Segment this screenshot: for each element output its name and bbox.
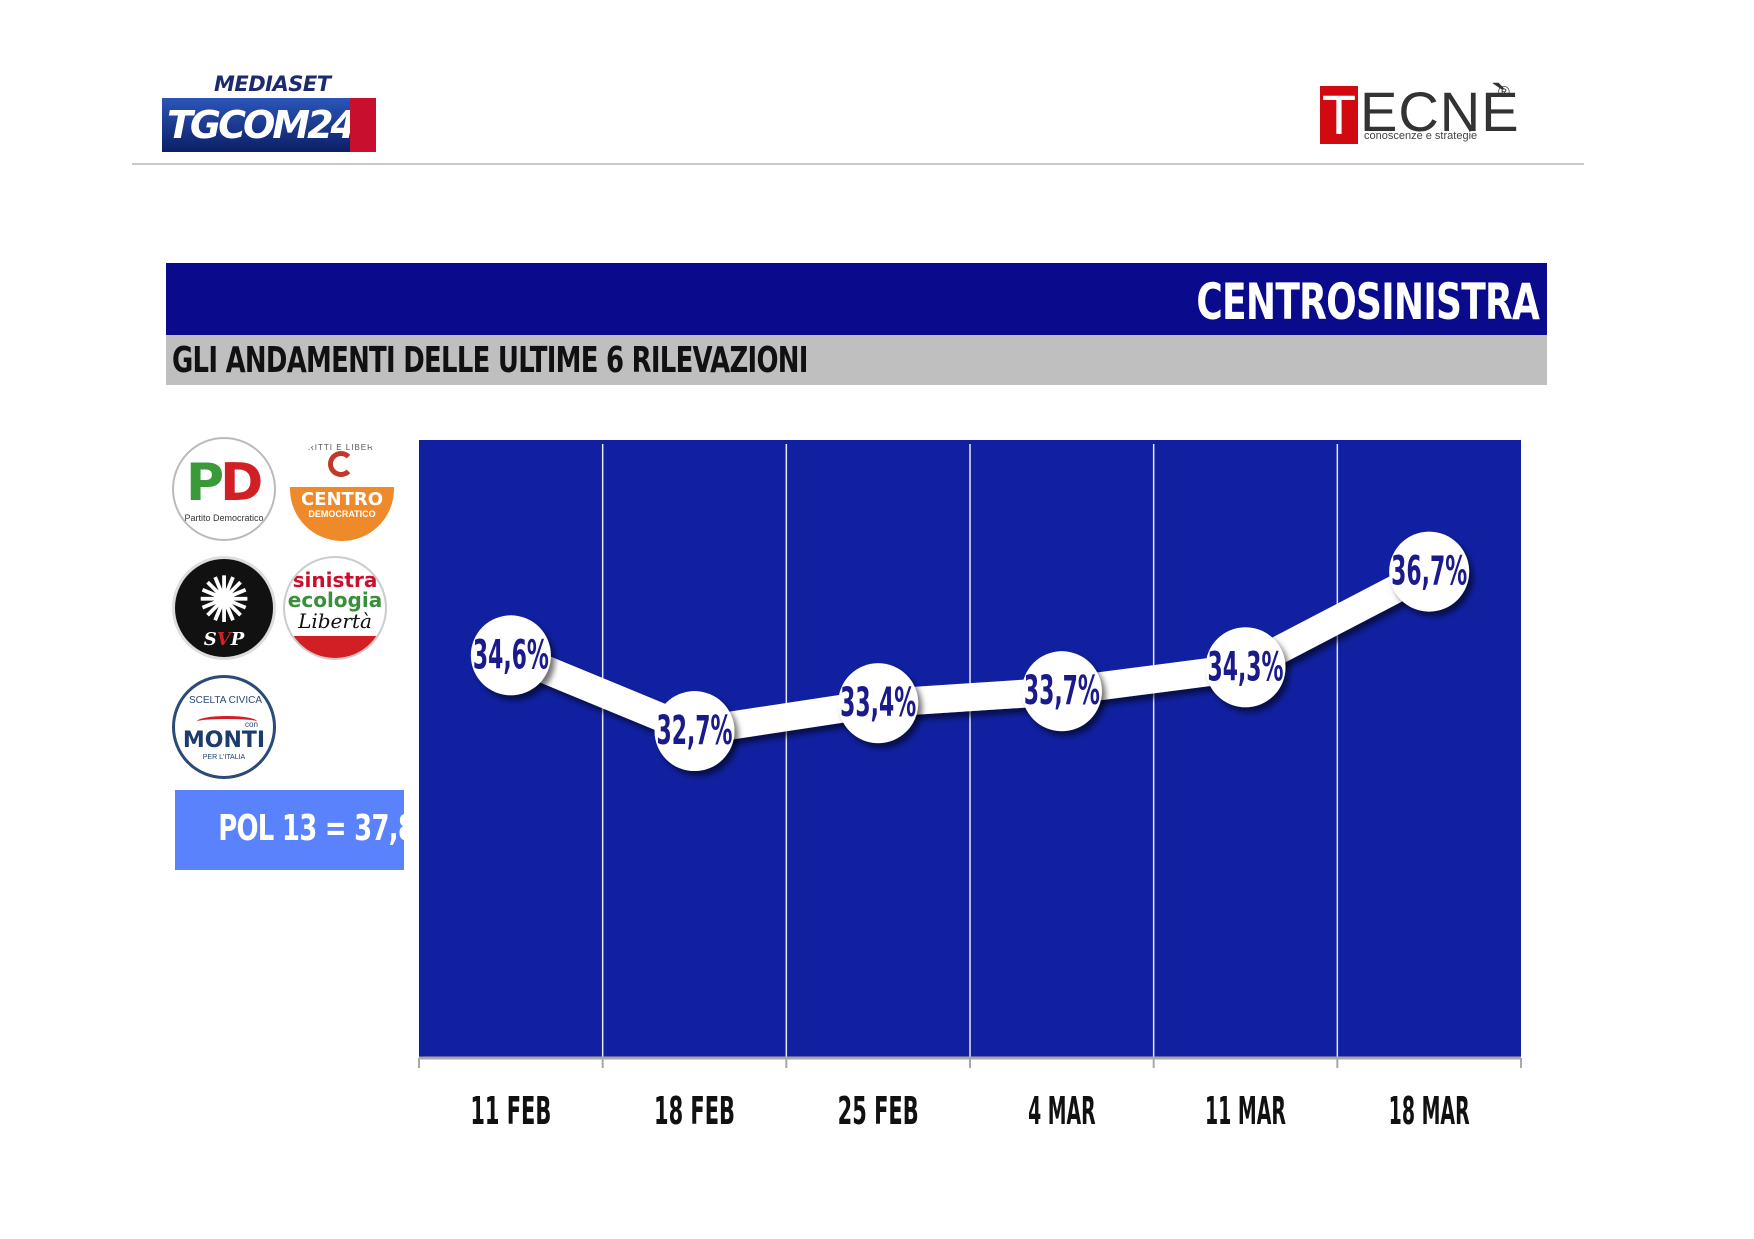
tgcom-bar: TGCOM24 bbox=[162, 98, 376, 152]
page-title: CENTROSINISTRA bbox=[1196, 273, 1540, 331]
subtitle-banner: GLI ANDAMENTI DELLE ULTIME 6 RILEVAZIONI bbox=[166, 335, 1547, 385]
data-point bbox=[470, 615, 551, 696]
monti-top-text: SCELTA CIVICA bbox=[189, 695, 262, 706]
tgcom-wordmark: TGCOM24 bbox=[167, 103, 357, 147]
tecne-tagline: conoscenze e strategie bbox=[1364, 130, 1478, 142]
svp-party-logo: ✺ SVP bbox=[172, 556, 276, 660]
data-point bbox=[838, 663, 919, 744]
header-divider bbox=[132, 163, 1584, 165]
cd-name2: DEMOCRATICO bbox=[308, 509, 376, 519]
x-tick-label: 25 FEB bbox=[838, 1089, 919, 1133]
tgcom-red-accent bbox=[350, 98, 376, 152]
cd-c-icon bbox=[328, 451, 354, 477]
tecne-logo: T ECNÈ ® conoscenze e strategie bbox=[1320, 82, 1520, 152]
sel-word-sinistra: sinistra bbox=[292, 568, 378, 592]
data-label: 34,6% bbox=[473, 632, 549, 678]
monti-swoosh-icon bbox=[197, 716, 257, 727]
title-banner: CENTROSINISTRA bbox=[166, 263, 1547, 335]
sel-word-liberta: Libertà bbox=[298, 609, 372, 633]
data-point bbox=[1021, 651, 1102, 732]
scelta-civica-logo: SCELTA CIVICA con MONTI PER L'ITALIA bbox=[172, 675, 276, 779]
data-label: 36,7% bbox=[1391, 549, 1467, 595]
pol-summary-box: POL 13 = 37,8% bbox=[175, 790, 441, 870]
pol-summary-text: POL 13 = 37,8% bbox=[218, 808, 441, 849]
cd-orange-band bbox=[290, 487, 394, 541]
page-subtitle: GLI ANDAMENTI DELLE ULTIME 6 RILEVAZIONI bbox=[172, 340, 808, 381]
monti-sub: PER L'ITALIA bbox=[202, 754, 246, 761]
pd-party-logo: PD Partito Democratico bbox=[172, 437, 276, 541]
tecne-wordmark: ECNÈ bbox=[1360, 80, 1520, 143]
x-tick-label: 11 MAR bbox=[1205, 1089, 1286, 1133]
sel-party-logo: sinistra ecologia Libertà bbox=[283, 556, 387, 660]
tecne-t-block: T bbox=[1320, 83, 1358, 146]
centro-democratico-logo: DIRITTI E LIBERTÀ CENTRO DEMOCRATICO bbox=[290, 437, 394, 541]
pd-label: Partito Democratico bbox=[184, 513, 264, 523]
x-tick-label: 11 FEB bbox=[470, 1089, 551, 1133]
mediaset-wordmark: MEDIASET bbox=[214, 72, 331, 96]
sel-red-band bbox=[285, 636, 385, 658]
x-tick-label: 18 FEB bbox=[654, 1089, 735, 1133]
data-point bbox=[1389, 531, 1470, 612]
monti-name: MONTI bbox=[182, 728, 266, 753]
x-tick-label: 18 MAR bbox=[1389, 1089, 1470, 1133]
sel-word-ecologia: ecologia bbox=[287, 588, 383, 612]
data-label: 34,3% bbox=[1208, 644, 1284, 690]
pd-letters: PD bbox=[186, 453, 263, 513]
cd-top-text: DIRITTI E LIBERTÀ bbox=[298, 443, 386, 452]
data-label: 32,7% bbox=[657, 708, 733, 754]
x-tick-label: 4 MAR bbox=[1028, 1089, 1096, 1133]
data-label: 33,4% bbox=[840, 680, 916, 726]
registered-mark: ® bbox=[1498, 84, 1510, 101]
svp-label: SVP bbox=[203, 629, 245, 650]
data-point bbox=[654, 691, 735, 772]
tgcom24-logo: MEDIASET TGCOM24 bbox=[162, 70, 378, 152]
edelweiss-icon: ✺ bbox=[197, 564, 251, 636]
monti-con: con bbox=[245, 720, 258, 729]
cd-name: CENTRO bbox=[300, 489, 383, 510]
data-label: 33,7% bbox=[1024, 668, 1100, 714]
data-point bbox=[1205, 627, 1286, 708]
